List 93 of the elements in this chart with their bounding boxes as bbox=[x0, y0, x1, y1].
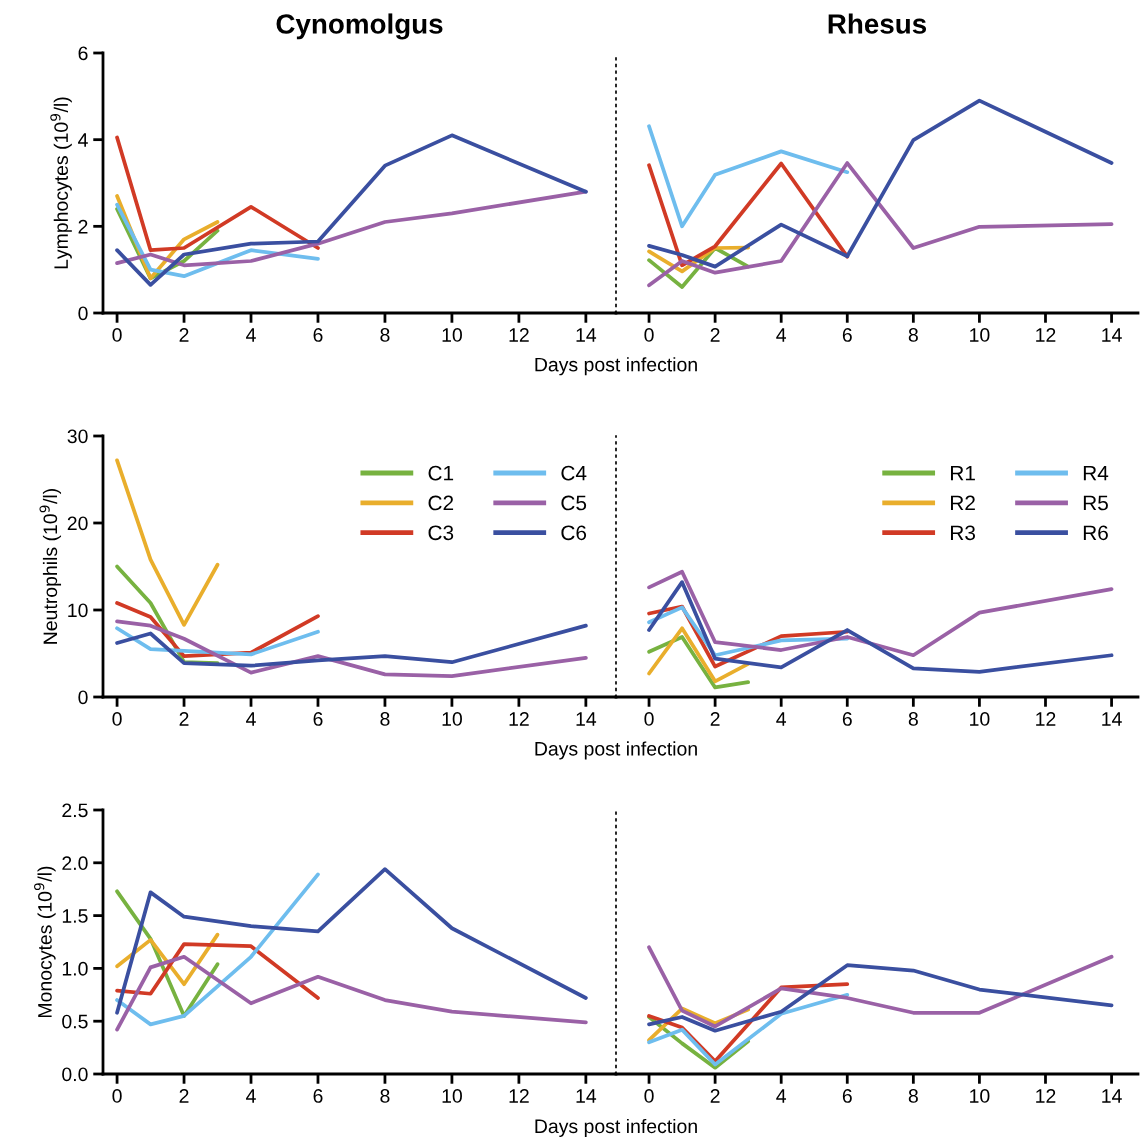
legend-label: C6 bbox=[561, 525, 587, 541]
line-series bbox=[115, 133, 588, 287]
x-tick-label: 6 bbox=[842, 712, 852, 726]
x-tick-label: 0 bbox=[112, 1089, 122, 1103]
y-tick-label: 2.5 bbox=[62, 803, 88, 818]
legend-label: R2 bbox=[951, 495, 975, 511]
x-tick-label: 10 bbox=[970, 328, 990, 342]
x-tick-label: 6 bbox=[313, 1089, 323, 1103]
x-tick-label: 8 bbox=[908, 328, 918, 342]
x-tick-label: 12 bbox=[1036, 1089, 1056, 1103]
line-series bbox=[115, 942, 320, 1000]
legend-label: C5 bbox=[561, 495, 587, 511]
line-series bbox=[115, 189, 588, 268]
x-tick-label: 10 bbox=[970, 1089, 990, 1103]
x-tick-label: 12 bbox=[1036, 328, 1056, 342]
x-tick-label: 4 bbox=[776, 328, 787, 342]
x-tick-label: 0 bbox=[112, 328, 122, 342]
x-tick-label: 12 bbox=[509, 1089, 529, 1103]
legend-label: C2 bbox=[428, 495, 454, 511]
y-tick-label: 2 bbox=[78, 219, 88, 234]
line-series bbox=[115, 135, 320, 253]
y-tick-label: 20 bbox=[67, 516, 88, 531]
chart-title: Cynomolgus bbox=[276, 13, 443, 40]
x-tick-label: 2 bbox=[179, 328, 189, 342]
x-tick-label: 14 bbox=[576, 712, 597, 726]
x-tick-label: 12 bbox=[1036, 712, 1056, 726]
y-tick-label: 1.5 bbox=[62, 909, 88, 923]
x-axis-title: Days post infection bbox=[535, 1118, 697, 1138]
line-series bbox=[115, 458, 220, 627]
x-tick-label: 6 bbox=[313, 328, 323, 342]
y-axis-title: Monocytes (10$^{9}$/l) bbox=[34, 866, 56, 1018]
x-tick-label: 6 bbox=[842, 328, 852, 342]
x-tick-label: 14 bbox=[1102, 712, 1122, 726]
legend-label: R1 bbox=[951, 465, 975, 481]
y-tick-label: 30 bbox=[67, 429, 88, 444]
line-series bbox=[115, 954, 588, 1032]
x-tick-label: 0 bbox=[112, 712, 122, 726]
x-tick-label: 2 bbox=[179, 712, 189, 726]
x-tick-label: 6 bbox=[842, 1089, 852, 1103]
chart-title: Rhesus bbox=[828, 13, 927, 34]
line-series bbox=[115, 872, 320, 1027]
x-tick-label: 10 bbox=[442, 1089, 462, 1103]
y-tick-label: 0.0 bbox=[62, 1067, 88, 1082]
x-tick-label: 0 bbox=[644, 1089, 654, 1103]
x-tick-label: 4 bbox=[776, 712, 787, 726]
x-tick-label: 8 bbox=[380, 712, 390, 726]
x-tick-label: 14 bbox=[576, 1089, 597, 1103]
y-tick-label: 10 bbox=[68, 603, 88, 618]
x-tick-label: 14 bbox=[1102, 328, 1122, 342]
x-tick-label: 8 bbox=[908, 712, 918, 726]
x-tick-label: 10 bbox=[442, 712, 462, 726]
line-series bbox=[115, 619, 588, 678]
x-tick-label: 2 bbox=[179, 1089, 189, 1103]
x-tick-label: 6 bbox=[313, 712, 323, 726]
x-tick-label: 4 bbox=[776, 1089, 787, 1103]
legend-label: R5 bbox=[1083, 495, 1108, 511]
y-tick-label: 4 bbox=[78, 133, 88, 147]
legend-label: R6 bbox=[1083, 525, 1108, 541]
legend-label: C3 bbox=[428, 525, 454, 541]
line-series bbox=[115, 867, 588, 1015]
x-tick-label: 8 bbox=[380, 1089, 390, 1103]
x-tick-label: 8 bbox=[908, 1089, 918, 1103]
y-tick-label: 1.0 bbox=[62, 961, 88, 976]
legend-label: C1 bbox=[428, 465, 454, 481]
y-tick-label: 0 bbox=[78, 306, 88, 321]
x-tick-label: 4 bbox=[246, 328, 256, 342]
x-axis-title: Days post infection bbox=[535, 741, 697, 760]
legend-label: R4 bbox=[1083, 465, 1109, 481]
y-tick-label: 6 bbox=[78, 46, 88, 61]
x-axis-title: Days post infection bbox=[535, 357, 697, 376]
x-tick-label: 0 bbox=[644, 328, 654, 342]
x-tick-label: 2 bbox=[710, 328, 720, 342]
x-tick-label: 4 bbox=[246, 1089, 256, 1103]
legend-label: C4 bbox=[561, 465, 587, 481]
y-tick-label: 0 bbox=[78, 690, 88, 705]
x-tick-label: 8 bbox=[380, 328, 390, 342]
x-tick-label: 12 bbox=[509, 712, 529, 726]
x-tick-label: 0 bbox=[644, 712, 654, 726]
x-tick-label: 4 bbox=[246, 712, 256, 726]
y-axis-title: Neutrophils (10$^{9}$/l) bbox=[39, 489, 62, 644]
line-series bbox=[115, 623, 588, 668]
x-tick-label: 10 bbox=[442, 328, 462, 342]
x-tick-label: 2 bbox=[710, 1089, 720, 1103]
x-tick-label: 10 bbox=[970, 712, 990, 726]
x-tick-label: 14 bbox=[576, 328, 597, 342]
x-tick-label: 14 bbox=[1102, 1089, 1122, 1103]
x-tick-label: 12 bbox=[509, 328, 529, 342]
y-axis-title: Lymphocytes (10$^{9}$/l) bbox=[50, 97, 72, 269]
y-tick-label: 0.5 bbox=[62, 1014, 88, 1029]
y-tick-label: 2.0 bbox=[62, 856, 88, 871]
x-tick-label: 2 bbox=[710, 712, 720, 726]
legend-label: R3 bbox=[951, 525, 976, 541]
line-series bbox=[115, 626, 320, 657]
